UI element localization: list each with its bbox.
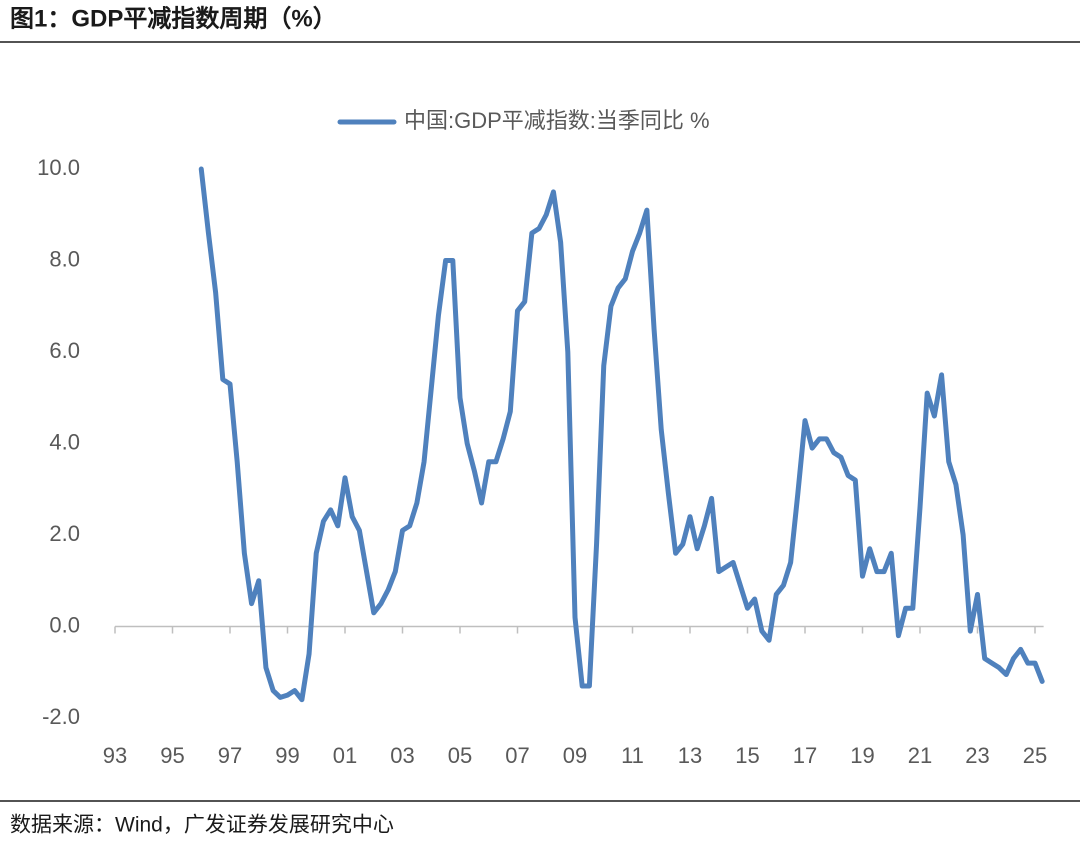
x-tick-label: 23 bbox=[965, 743, 989, 768]
y-tick-label: 8.0 bbox=[49, 246, 80, 271]
x-tick-label: 97 bbox=[218, 743, 242, 768]
x-tick-label: 01 bbox=[333, 743, 357, 768]
x-tick-label: 93 bbox=[103, 743, 127, 768]
x-tick-label: 99 bbox=[275, 743, 299, 768]
x-tick-label: 17 bbox=[793, 743, 817, 768]
x-tick-label: 15 bbox=[735, 743, 759, 768]
y-tick-label: -2.0 bbox=[42, 704, 80, 729]
x-tick-label: 19 bbox=[850, 743, 874, 768]
x-tick-label: 13 bbox=[678, 743, 702, 768]
y-tick-label: 0.0 bbox=[49, 612, 80, 637]
y-tick-label: 6.0 bbox=[49, 338, 80, 363]
y-tick-label: 2.0 bbox=[49, 521, 80, 546]
x-tick-label: 03 bbox=[390, 743, 414, 768]
source-note: 数据来源：Wind，广发证券发展研究中心 bbox=[10, 814, 394, 837]
y-tick-label: 4.0 bbox=[49, 429, 80, 454]
x-tick-label: 11 bbox=[621, 743, 644, 768]
x-tick-label: 95 bbox=[160, 743, 184, 768]
x-tick-label: 25 bbox=[1023, 743, 1047, 768]
legend-label: 中国:GDP平减指数:当季同比 % bbox=[404, 108, 710, 133]
data-line bbox=[198, 166, 1045, 703]
x-tick-label: 05 bbox=[448, 743, 472, 768]
y-tick-label: 10.0 bbox=[37, 155, 80, 180]
x-tick-label: 21 bbox=[908, 743, 932, 768]
x-tick-label: 07 bbox=[505, 743, 529, 768]
x-tick-label: 09 bbox=[563, 743, 587, 768]
chart-title: 图1：GDP平减指数周期（%） bbox=[10, 5, 337, 32]
